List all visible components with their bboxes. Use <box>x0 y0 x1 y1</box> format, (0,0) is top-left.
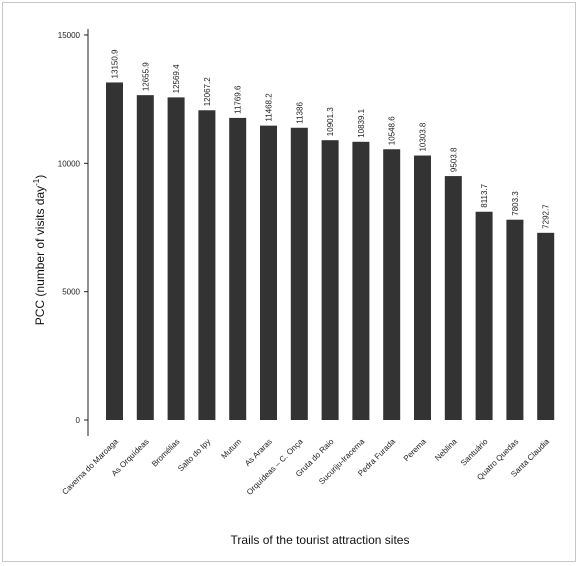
bar-value-label: 9503.8 <box>449 147 458 172</box>
x-axis-title: Trails of the tourist attraction sites <box>231 533 410 547</box>
bar <box>260 125 277 420</box>
bar <box>352 141 370 420</box>
bars-group <box>106 82 555 421</box>
bar-value-label: 11468.2 <box>265 93 274 122</box>
bar <box>229 117 247 420</box>
x-tick-label: Neblina <box>433 437 459 463</box>
y-tick-label: 5000 <box>62 288 80 297</box>
y-tick-label: 15000 <box>58 31 81 40</box>
y-tick-label: 0 <box>76 416 81 425</box>
y-axis: 0 5000 10000 15000 <box>58 29 89 436</box>
bar-value-label: 10839.1 <box>357 108 366 137</box>
bar <box>136 95 154 421</box>
bar-value-label: 10303.8 <box>419 122 428 151</box>
bar-value-label: 11386 <box>295 102 304 124</box>
y-tick-label: 10000 <box>58 159 81 168</box>
bar <box>198 110 216 420</box>
x-tick-label: Perema <box>402 437 429 464</box>
y-axis-title: PCC (number of visits day-1) <box>32 175 47 326</box>
bar-value-label: 11769.6 <box>234 85 243 114</box>
x-tick-label: Caverna do Maroaga <box>60 437 120 497</box>
bar <box>444 176 462 420</box>
bar-value-label: 13150.9 <box>111 49 120 78</box>
bar <box>506 219 524 420</box>
x-tick-label: Mutum <box>219 437 243 461</box>
bar <box>383 149 401 420</box>
bar <box>321 140 339 421</box>
bar <box>167 97 185 420</box>
bar-value-label: 7292.7 <box>542 204 551 229</box>
value-labels-group: 13150.9 12655.9 12569.4 12067.2 11769.6 11468… <box>111 49 551 229</box>
bar-value-label: 7803.3 <box>511 191 520 216</box>
bar-value-label: 8113.7 <box>480 183 489 207</box>
y-axis-title-superscript: -1 <box>32 178 41 186</box>
y-axis-title-suffix: ) <box>33 175 47 179</box>
bar-value-label: 12067.2 <box>203 77 212 106</box>
bar <box>537 232 555 420</box>
y-axis-title-main: PCC (number of visits day <box>33 186 47 325</box>
x-tick-label: Orquídeas – C. Onça <box>245 437 305 497</box>
bar-value-label: 10901.3 <box>326 107 335 136</box>
bar-value-label: 12569.4 <box>172 64 181 93</box>
bar-value-label: 12655.9 <box>141 62 150 91</box>
bar-value-label: 10548.6 <box>388 116 397 145</box>
x-tick-label: Salto do Ipy <box>176 437 212 473</box>
bar <box>414 155 431 420</box>
bar <box>290 127 308 420</box>
x-tick-label: Bromélias <box>150 437 182 469</box>
bar <box>106 82 123 420</box>
bar <box>475 211 493 420</box>
x-tick-label: Santuário <box>459 437 490 468</box>
x-tick-label: As Araras <box>243 437 274 468</box>
